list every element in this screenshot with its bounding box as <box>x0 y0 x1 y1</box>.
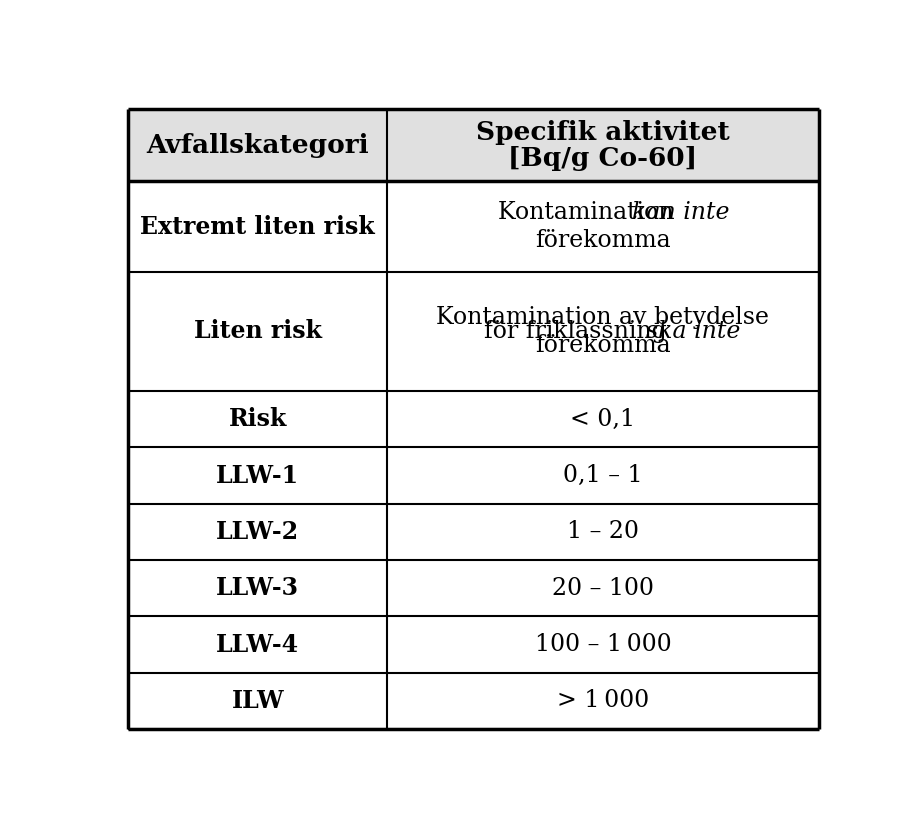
Bar <box>387 560 819 617</box>
Text: LLW-4: LLW-4 <box>216 632 299 657</box>
Bar <box>387 504 819 560</box>
Bar <box>128 181 387 272</box>
Text: 1 – 20: 1 – 20 <box>567 520 639 544</box>
Text: Specifik aktivitet: Specifik aktivitet <box>476 120 730 144</box>
Bar <box>387 673 819 729</box>
Text: för friklassning: för friklassning <box>484 320 675 343</box>
Bar <box>128 504 387 560</box>
Bar <box>128 110 819 181</box>
Text: förekomma: förekomma <box>535 334 671 357</box>
Text: LLW-3: LLW-3 <box>216 576 299 600</box>
Bar <box>387 272 819 391</box>
Text: 20 – 100: 20 – 100 <box>552 577 654 600</box>
Text: 100 – 1 000: 100 – 1 000 <box>535 633 672 656</box>
Text: < 0,1: < 0,1 <box>570 408 636 431</box>
Text: Liten risk: Liten risk <box>194 320 322 344</box>
Bar <box>387 181 819 272</box>
Text: Kontamination av betydelse: Kontamination av betydelse <box>436 305 770 329</box>
Text: Extremt liten risk: Extremt liten risk <box>140 215 375 238</box>
Bar <box>128 673 387 729</box>
Text: > 1 000: > 1 000 <box>557 690 650 712</box>
Bar <box>128 560 387 617</box>
Bar <box>128 617 387 673</box>
Bar <box>387 391 819 447</box>
Text: kan inte: kan inte <box>631 201 729 224</box>
Text: Risk: Risk <box>228 408 287 431</box>
Text: 0,1 – 1: 0,1 – 1 <box>563 464 643 487</box>
Text: LLW-2: LLW-2 <box>216 520 299 544</box>
Text: ska inte: ska inte <box>646 320 740 343</box>
Bar <box>128 391 387 447</box>
Text: Avfallskategori: Avfallskategori <box>147 133 369 158</box>
Text: [Bq/g Co-60]: [Bq/g Co-60] <box>508 145 698 171</box>
Text: LLW-1: LLW-1 <box>216 463 299 487</box>
Bar <box>128 272 387 391</box>
Text: ILW: ILW <box>232 689 285 713</box>
Bar <box>387 617 819 673</box>
Text: förekomma: förekomma <box>535 229 671 252</box>
Bar <box>128 447 387 504</box>
Text: Kontamination: Kontamination <box>498 201 681 224</box>
Bar <box>387 447 819 504</box>
